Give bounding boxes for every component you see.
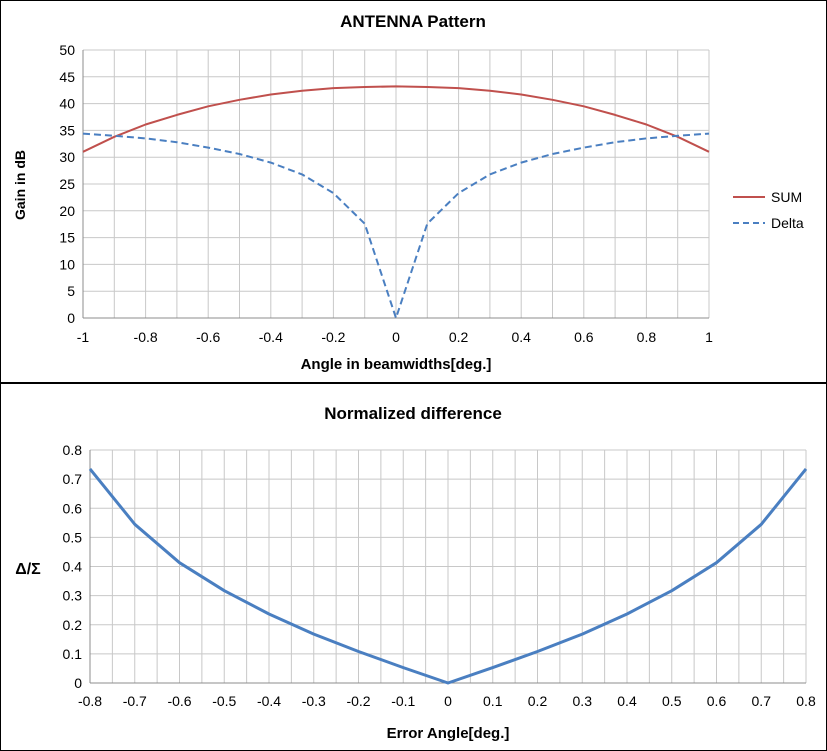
legend-sum-label: SUM (771, 189, 802, 205)
x-tick-label: -1 (77, 329, 90, 345)
chart2-x-ticks: -0.8 -0.7 -0.6 -0.5 -0.4 -0.3 -0.2 -0.1 0 0.1 0.2 0… (78, 693, 816, 709)
chart2-y-axis-label: Δ/Σ (15, 561, 41, 578)
y-tick-label: 25 (59, 176, 75, 192)
chart2-grid (89, 449, 807, 684)
x-tick-label: 0 (392, 329, 400, 345)
chart1-y-axis-label: Gain in dB (12, 150, 28, 220)
y-tick-label: 0.6 (63, 500, 83, 516)
x-tick-label: 1 (705, 329, 713, 345)
x-tick-label: -0.4 (257, 693, 281, 709)
y-tick-label: 5 (67, 283, 75, 299)
x-tick-label: -0.2 (346, 693, 370, 709)
y-tick-label: 35 (59, 122, 75, 138)
y-tick-label: 0.4 (63, 559, 83, 575)
panel-divider (0, 382, 827, 384)
y-tick-label: 0.8 (63, 442, 83, 458)
y-tick-label: 30 (59, 149, 75, 165)
y-tick-label: 10 (59, 256, 75, 272)
y-tick-label: 0.5 (63, 529, 83, 545)
y-tick-label: 0.7 (63, 471, 83, 487)
x-tick-label: 0.6 (574, 329, 594, 345)
antenna-pattern-chart: ANTENNA Pattern -1 -0.8 -0.6 -0.4 -0.2 0 0.2 0.… (12, 12, 804, 373)
y-tick-label: 40 (59, 96, 75, 112)
x-tick-label: -0.1 (391, 693, 415, 709)
y-tick-label: 15 (59, 230, 75, 246)
x-tick-label: 0.2 (528, 693, 548, 709)
x-tick-label: 0.6 (707, 693, 727, 709)
y-tick-label: 0 (67, 310, 75, 326)
chart1-title: ANTENNA Pattern (340, 12, 486, 31)
chart2-title: Normalized difference (324, 404, 502, 423)
x-tick-label: 0.2 (449, 329, 469, 345)
x-tick-label: 0.8 (637, 329, 657, 345)
chart1-grid (82, 49, 710, 319)
x-tick-label: 0.4 (617, 693, 637, 709)
series-line-delta (82, 132, 710, 319)
chart1-x-ticks: -1 -0.8 -0.6 -0.4 -0.2 0 0.2 0.4 0.6 0.8 1 (77, 329, 713, 345)
x-tick-label: -0.8 (134, 329, 158, 345)
series-line-sum (82, 85, 710, 153)
series-line-0 (88, 467, 808, 685)
y-tick-label: 0.3 (63, 588, 83, 604)
chart1-x-axis-label: Angle in beamwidths[deg.] (301, 356, 492, 373)
chart1-y-ticks: 0 5 10 15 20 25 30 35 40 45 50 (59, 42, 75, 326)
x-tick-label: -0.2 (321, 329, 345, 345)
y-tick-label: 0.1 (63, 646, 83, 662)
normalized-difference-chart: Normalized difference -0.8 -0.7 -0.6 -0.5 -0… (15, 404, 816, 742)
chart1-series (82, 85, 710, 319)
x-tick-label: 0.7 (752, 693, 772, 709)
chart2-x-axis-label: Error Angle[deg.] (387, 725, 510, 742)
x-tick-label: 0.4 (511, 329, 531, 345)
x-tick-label: -0.7 (123, 693, 147, 709)
x-tick-label: 0.1 (483, 693, 503, 709)
y-tick-label: 50 (59, 42, 75, 58)
x-tick-label: 0 (444, 693, 452, 709)
y-tick-label: 0 (74, 675, 82, 691)
chart2-y-ticks: 0 0.1 0.2 0.3 0.4 0.5 0.6 0.7 0.8 (63, 442, 83, 691)
y-tick-label: 45 (59, 69, 75, 85)
legend-delta-label: Delta (771, 215, 804, 231)
y-tick-label: 20 (59, 203, 75, 219)
y-tick-label: 0.2 (63, 617, 83, 633)
x-tick-label: 0.8 (796, 693, 816, 709)
x-tick-label: -0.4 (259, 329, 283, 345)
x-tick-label: -0.8 (78, 693, 102, 709)
x-tick-label: -0.3 (302, 693, 326, 709)
chart2-series (88, 467, 808, 685)
x-tick-label: -0.6 (196, 329, 220, 345)
x-tick-label: 0.3 (573, 693, 593, 709)
x-tick-label: -0.6 (167, 693, 191, 709)
x-tick-label: -0.5 (212, 693, 236, 709)
x-tick-label: 0.5 (662, 693, 682, 709)
chart1-legend: SUM Delta (733, 189, 804, 231)
